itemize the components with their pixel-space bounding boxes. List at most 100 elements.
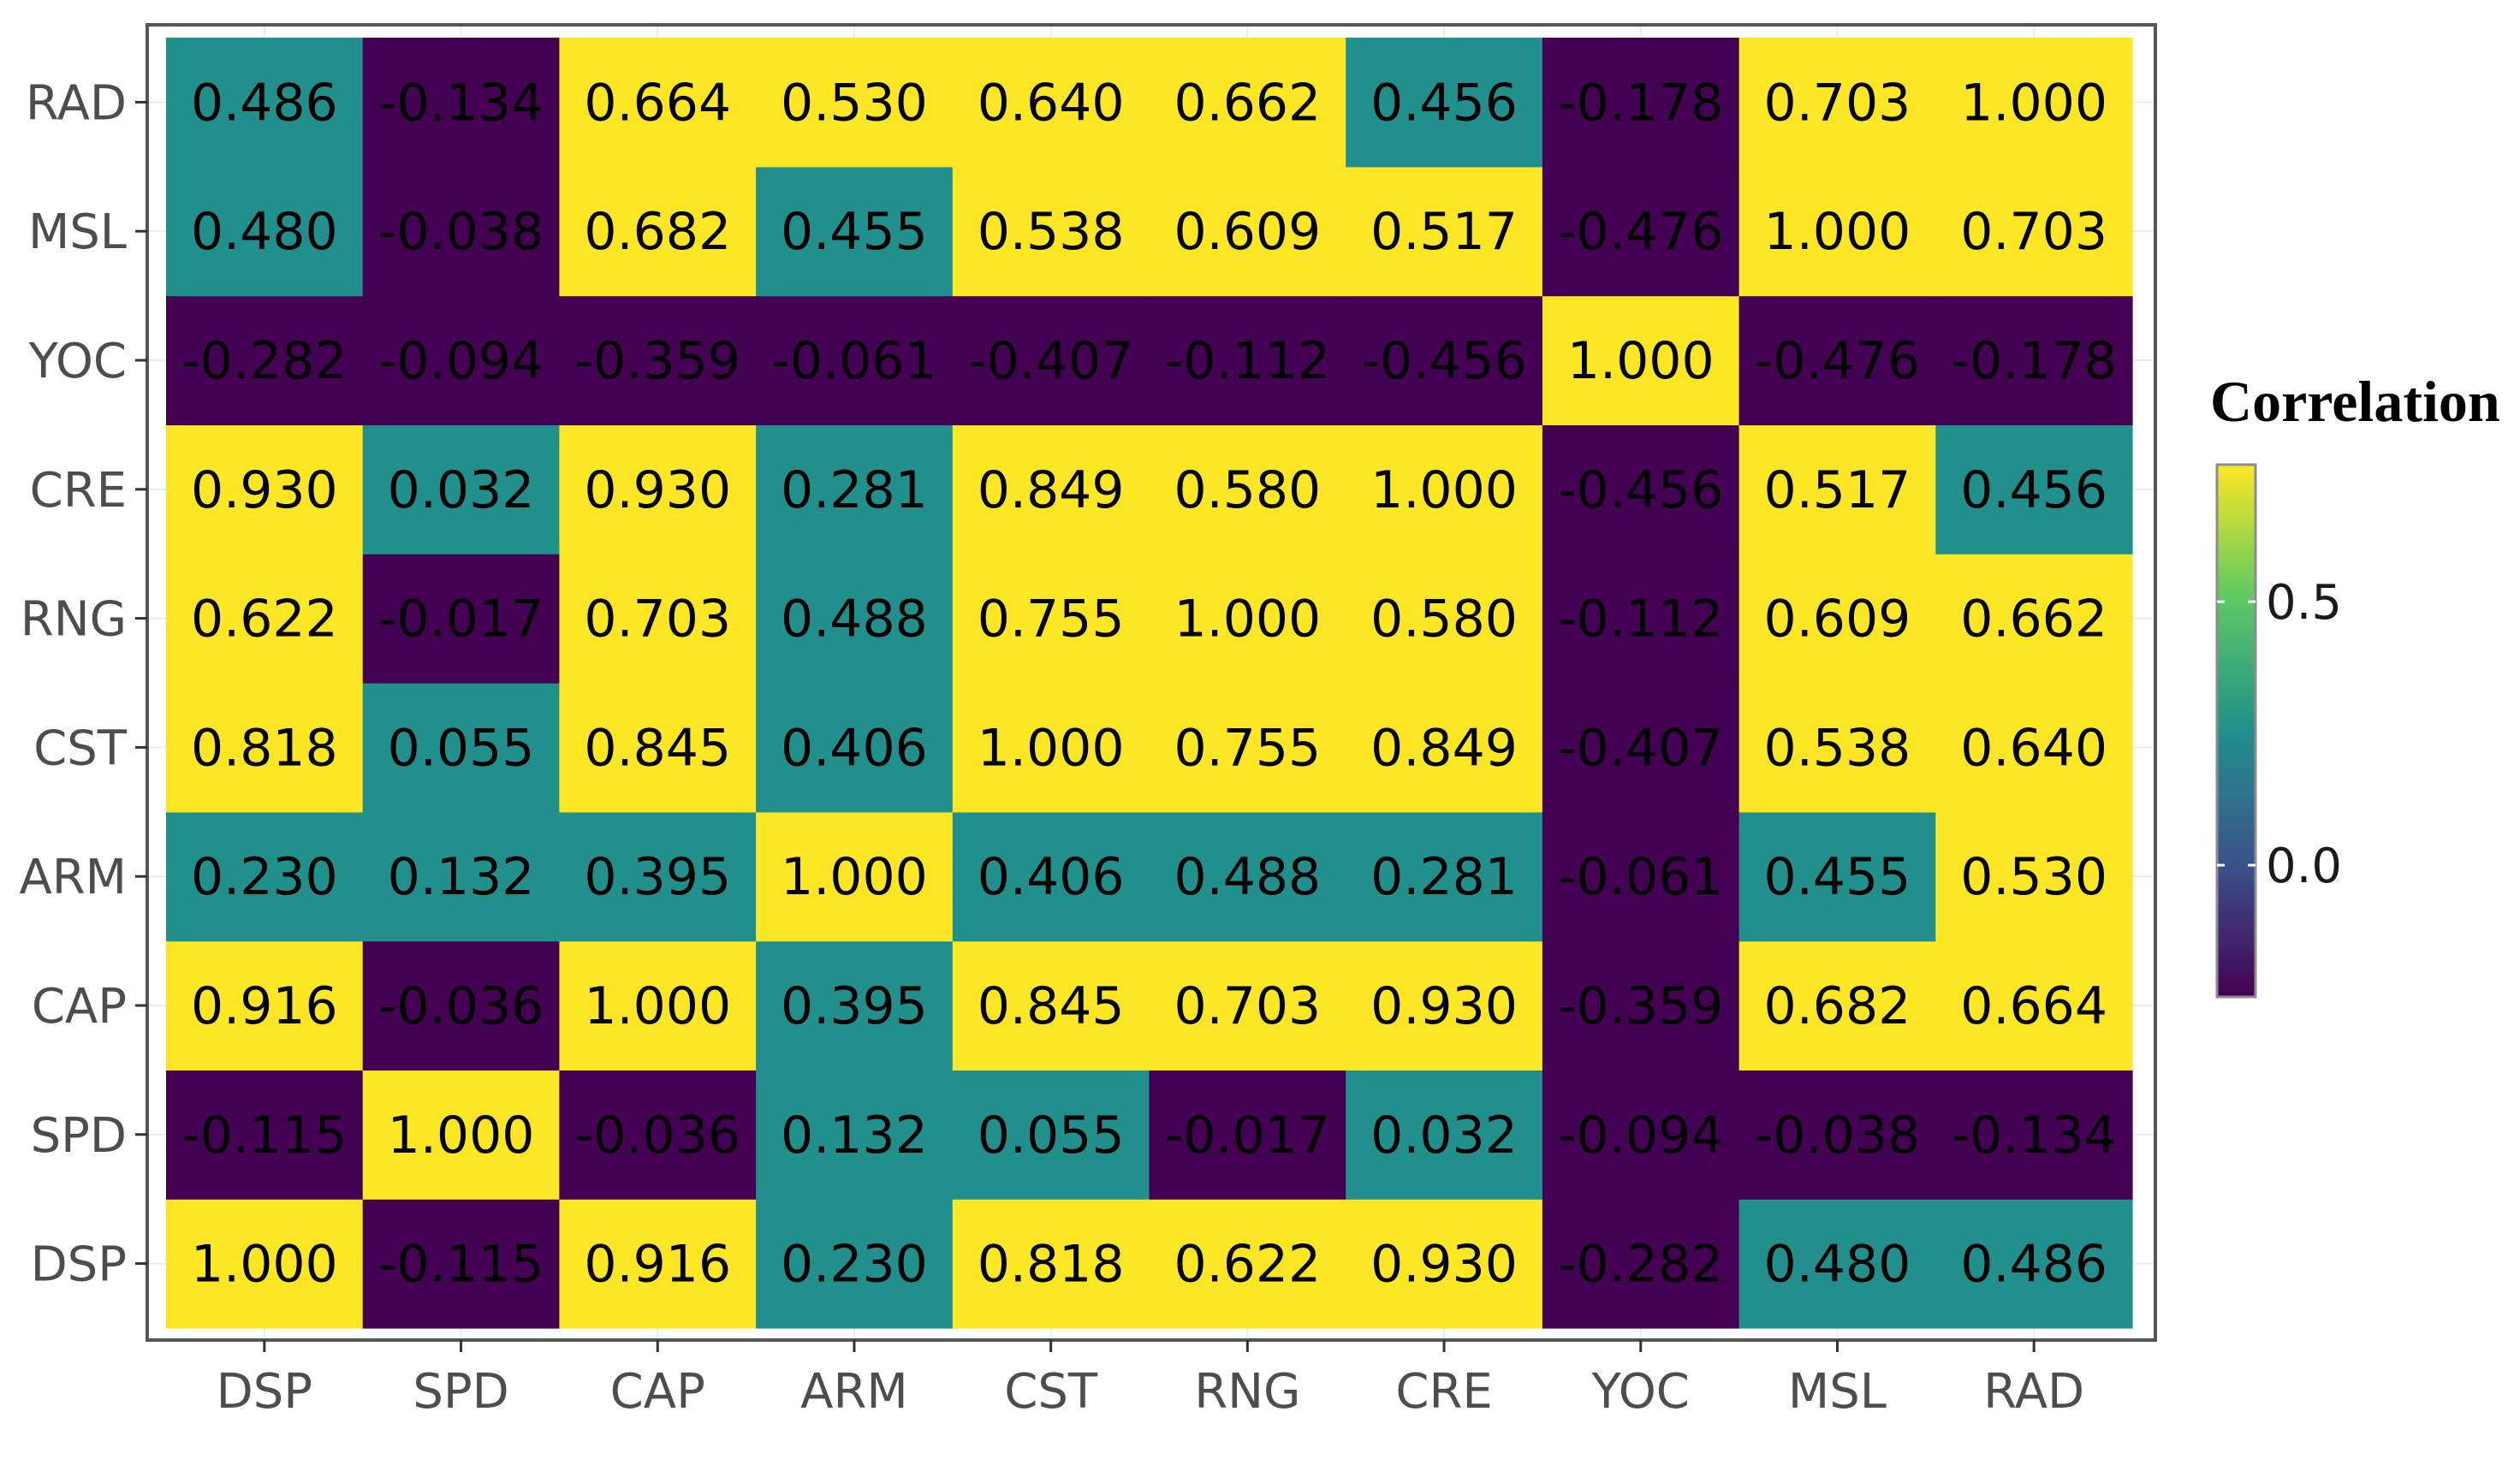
cell-value-label: 0.703 xyxy=(1174,976,1321,1036)
heatmap-cell xyxy=(166,940,364,1071)
heatmap-cell xyxy=(1149,940,1346,1071)
heatmap-cell xyxy=(1935,424,2133,555)
heatmap-cell xyxy=(166,1199,364,1329)
x-tick-label: CAP xyxy=(610,1364,705,1420)
heatmap-cell xyxy=(756,424,954,555)
heatmap-cell xyxy=(362,683,560,813)
y-tick-label: ARM xyxy=(19,850,127,905)
cell-value-label: 0.055 xyxy=(388,718,535,778)
heatmap-cell xyxy=(559,683,757,813)
legend-ticks: 0.5 0.0 xyxy=(2217,575,2342,894)
cell-value-label: -0.178 xyxy=(1558,73,1723,133)
cell-value-label: 0.032 xyxy=(388,460,535,520)
cell-value-label: 1.000 xyxy=(388,1106,535,1165)
cell-value-label: 0.664 xyxy=(584,73,731,133)
heatmap-cell xyxy=(362,424,560,555)
heatmap-cell xyxy=(1149,1070,1346,1200)
cell-value-label: 0.488 xyxy=(781,590,928,649)
cell-value-label: 0.406 xyxy=(978,847,1125,907)
heatmap-cell xyxy=(1738,1199,1936,1329)
cell-value-label: 1.000 xyxy=(1960,73,2107,133)
heatmap-cells xyxy=(166,38,2133,1329)
cell-value-label: 0.032 xyxy=(1370,1106,1518,1165)
heatmap-cell xyxy=(559,295,757,425)
cell-value-label: 0.455 xyxy=(1764,847,1911,907)
heatmap-cell xyxy=(362,940,560,1071)
heatmap-cell xyxy=(1542,424,1740,555)
cell-value-label: 0.703 xyxy=(1960,202,2107,262)
heatmap-cell xyxy=(166,554,364,684)
cell-value-label: 0.845 xyxy=(584,718,731,778)
cell-value-label: 0.609 xyxy=(1764,590,1911,649)
heatmap-cell xyxy=(756,811,954,942)
cell-value-label: 1.000 xyxy=(1567,331,1715,391)
cell-value-label: -0.359 xyxy=(1558,976,1723,1036)
cell-value-label: -0.407 xyxy=(968,331,1133,391)
heatmap-cell xyxy=(1738,554,1936,684)
heatmap-cell xyxy=(1542,554,1740,684)
cell-value-label: -0.134 xyxy=(378,73,544,133)
heatmap-cell xyxy=(559,38,757,168)
legend: Correlation 0.5 0.0 xyxy=(2210,369,2500,999)
cell-value-label: 0.395 xyxy=(584,847,731,907)
cell-value-label: 0.682 xyxy=(1764,976,1911,1036)
cell-value-label: -0.115 xyxy=(181,1106,347,1165)
cell-value-label: 0.682 xyxy=(584,202,731,262)
heatmap-cell xyxy=(1346,811,1543,942)
heatmap-cell xyxy=(1935,554,2133,684)
x-tick-label: ARM xyxy=(800,1364,908,1420)
cell-value-label: -0.094 xyxy=(378,331,544,391)
cell-value-label: -0.036 xyxy=(575,1106,740,1165)
cell-value-label: -0.017 xyxy=(1165,1106,1330,1165)
heatmap-cell xyxy=(362,38,560,168)
heatmap-cell xyxy=(1346,38,1543,168)
y-axis: DSP SPD CAP ARM CST RNG CRE YOC MSL RAD xyxy=(19,75,147,1293)
cell-value-label: 0.580 xyxy=(1370,590,1518,649)
heatmap-cell xyxy=(952,554,1150,684)
heatmap-cell xyxy=(1149,811,1346,942)
y-tick-label: RAD xyxy=(26,75,127,131)
heatmap-cell xyxy=(1542,811,1740,942)
y-tick-label: CRE xyxy=(30,463,127,519)
cell-value-label: 0.230 xyxy=(781,1235,928,1295)
heatmap-cell xyxy=(1542,166,1740,297)
cell-value-label: 0.517 xyxy=(1764,460,1911,520)
heatmap-cell xyxy=(1738,166,1936,297)
heatmap-cell xyxy=(952,295,1150,425)
legend-tick-label: 0.5 xyxy=(2266,575,2342,631)
heatmap-cell xyxy=(1346,683,1543,813)
cell-value-label: -0.061 xyxy=(1558,847,1723,907)
heatmap-cell xyxy=(952,811,1150,942)
cell-value-label: 1.000 xyxy=(1764,202,1911,262)
heatmap-cell xyxy=(1738,295,1936,425)
cell-value-label: -0.038 xyxy=(1755,1106,1920,1165)
heatmap-cell xyxy=(1738,940,1936,1071)
y-tick-label: MSL xyxy=(28,205,127,260)
x-tick-label: MSL xyxy=(1788,1364,1887,1420)
y-tick-label: SPD xyxy=(31,1108,127,1164)
cell-value-label: 0.609 xyxy=(1174,202,1321,262)
cell-value-label: 0.055 xyxy=(978,1106,1125,1165)
cell-value-label: 0.395 xyxy=(781,976,928,1036)
heatmap-cell xyxy=(756,295,954,425)
heatmap-cell xyxy=(559,424,757,555)
heatmap-cell xyxy=(1149,683,1346,813)
heatmap-cell xyxy=(1149,295,1346,425)
heatmap-cell xyxy=(1346,166,1543,297)
cell-value-label: 0.622 xyxy=(191,590,338,649)
heatmap-cell xyxy=(1542,1070,1740,1200)
heatmap-cell xyxy=(559,554,757,684)
cell-value-label: 0.755 xyxy=(978,590,1125,649)
heatmap-cell xyxy=(1346,424,1543,555)
heatmap-cell xyxy=(1149,1199,1346,1329)
y-tick-label: CAP xyxy=(32,979,127,1035)
cell-value-label: 0.480 xyxy=(191,202,338,262)
cell-value-label: 0.930 xyxy=(191,460,338,520)
cell-value-label: 0.538 xyxy=(1764,718,1911,778)
heatmap-cell xyxy=(362,554,560,684)
heatmap-cell xyxy=(166,38,364,168)
heatmap-cell xyxy=(362,1070,560,1200)
heatmap-cell xyxy=(1346,1199,1543,1329)
panel-border xyxy=(146,23,2157,1342)
heatmap-cell xyxy=(952,940,1150,1071)
